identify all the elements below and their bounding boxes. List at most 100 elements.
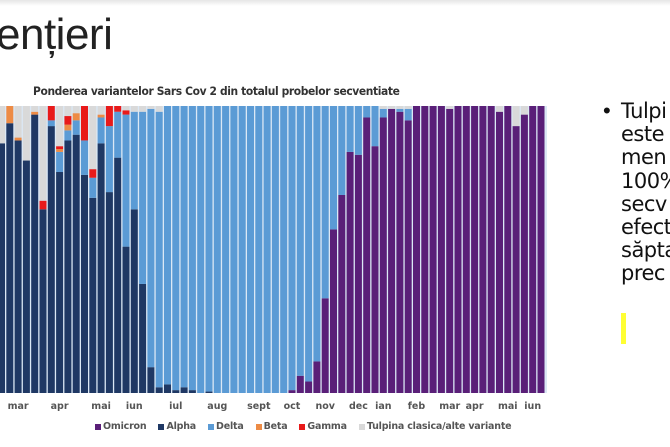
bar-segment-omicron <box>479 106 487 393</box>
bar-42 <box>346 106 354 393</box>
bar-segment-delta <box>180 106 188 388</box>
bar-segment-delta <box>205 106 213 392</box>
bar-6 <box>47 106 55 393</box>
bar-segment-alpha <box>139 283 147 393</box>
legend-label: Gamma <box>307 421 347 432</box>
bar-1 <box>6 106 14 393</box>
bar-segment-omicron <box>396 111 404 394</box>
legend-label: Alpha <box>166 421 197 432</box>
bar-53 <box>437 106 445 393</box>
bar-segment-other <box>147 106 155 109</box>
bar-segment-alpha <box>205 391 213 393</box>
bar-segment-alpha <box>114 157 122 393</box>
bar-segment-alpha <box>14 140 22 393</box>
bar-segment-other <box>388 106 396 109</box>
bar-segment-other <box>520 106 528 115</box>
bar-segment-omicron <box>313 361 321 393</box>
bar-35 <box>288 106 296 393</box>
bar-segment-beta <box>31 111 39 115</box>
bar-50 <box>413 106 420 393</box>
bar-8 <box>64 106 72 393</box>
bar-segment-delta <box>72 120 80 135</box>
bar-segment-alpha <box>72 134 80 393</box>
bar-32 <box>263 106 271 393</box>
bar-65 <box>537 106 545 393</box>
bar-59 <box>487 106 495 393</box>
bar-segment-other <box>446 106 454 109</box>
bar-segment-other <box>379 106 387 109</box>
legend-swatch-icon <box>358 423 365 430</box>
bar-segment-omicron <box>330 229 337 393</box>
bar-segment-alpha <box>64 140 72 393</box>
legend-item: Omicron <box>95 421 147 432</box>
bar-60 <box>496 106 503 394</box>
bar-segment-delta <box>288 106 296 391</box>
bar-2 <box>14 106 22 393</box>
x-tick-label: aug <box>207 401 227 412</box>
legend-label: Omicron <box>103 421 147 432</box>
legend-item: Delta <box>208 421 244 432</box>
bar-11 <box>89 106 97 393</box>
slide-title: ențieri <box>0 10 113 59</box>
bar-segment-other <box>404 106 412 109</box>
bar-segment-omicron <box>296 375 304 393</box>
bar-56 <box>462 106 470 393</box>
chart-title: Ponderea variantelor Sars Cov 2 din tota… <box>33 84 400 98</box>
bar-segment-beta <box>72 113 80 121</box>
legend-label: Tulpina clasica/alte variante <box>366 421 512 432</box>
bar-27 <box>222 106 230 393</box>
bar-segment-gamma <box>47 106 55 121</box>
bar-0 <box>0 106 5 393</box>
x-tick-label: mai <box>498 401 518 412</box>
bar-28 <box>230 106 238 393</box>
bullet-line: este <box>621 122 665 147</box>
bar-9 <box>72 106 80 393</box>
bar-segment-delta <box>139 111 147 284</box>
bar-segment-delta <box>371 106 379 147</box>
bar-segment-delta <box>172 106 180 391</box>
bar-48 <box>396 106 404 394</box>
bar-segment-other <box>139 106 147 112</box>
bar-segment-other <box>130 106 138 112</box>
bar-segment-omicron <box>338 194 346 393</box>
bar-segment-delta <box>263 106 271 393</box>
bar-segment-alpha <box>56 172 64 393</box>
bar-segment-delta <box>122 114 130 247</box>
legend-swatch-icon <box>208 423 215 430</box>
bar-7 <box>56 106 64 393</box>
bar-segment-delta <box>130 111 138 210</box>
bar-segment-omicron <box>305 381 313 393</box>
bar-segment-delta <box>197 106 205 393</box>
bar-segment-other <box>89 106 97 170</box>
bar-segment-delta <box>155 111 163 388</box>
bar-segment-omicron <box>321 298 329 393</box>
bullet-line: 100% <box>621 168 670 193</box>
bar-segment-omicron <box>437 106 445 393</box>
bar-25 <box>205 106 213 393</box>
bar-segment-alpha <box>180 387 188 393</box>
bullet-icon: • <box>603 98 611 123</box>
bar-segment-omicron <box>388 108 396 394</box>
bar-segment-alpha <box>105 192 113 393</box>
bar-segment-gamma <box>64 116 72 125</box>
bar-49 <box>404 106 412 393</box>
bar-segment-delta <box>404 108 412 121</box>
bar-47 <box>388 106 396 394</box>
bar-segment-omicron <box>379 117 387 394</box>
bar-segment-omicron <box>413 106 420 393</box>
bar-segment-delta <box>64 130 72 141</box>
bar-38 <box>313 106 321 393</box>
bar-segment-alpha <box>47 126 55 393</box>
legend-item: Alpha <box>158 421 196 432</box>
text-cursor-highlight <box>621 313 626 344</box>
bar-segment-other <box>97 106 105 115</box>
bar-segment-delta <box>271 106 279 393</box>
bullet-line: săpta <box>621 238 670 263</box>
x-tick-label: iul <box>169 401 182 412</box>
bar-segment-omicron <box>462 106 470 393</box>
bar-51 <box>421 106 429 393</box>
x-tick-label: feb <box>408 401 426 412</box>
stacked-bar-chart: mar apr mai iun iul aug sept oct nov dec ian feb mar… <box>0 106 547 412</box>
bar-segment-delta <box>330 106 337 230</box>
bar-20 <box>164 106 171 393</box>
